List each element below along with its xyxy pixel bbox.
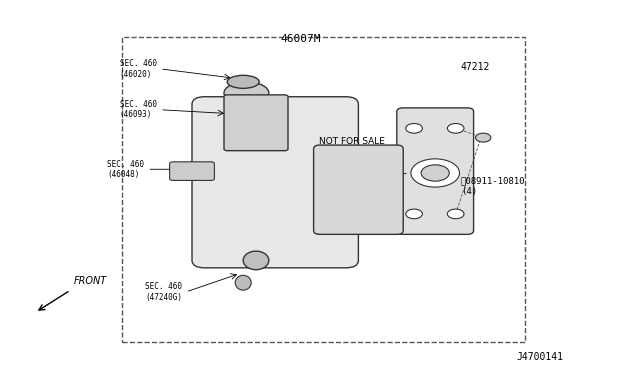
Text: FRONT: FRONT: [74, 276, 107, 286]
Circle shape: [421, 165, 449, 181]
Text: Ⓝ08911-10810
(4): Ⓝ08911-10810 (4): [461, 176, 525, 196]
Ellipse shape: [224, 82, 269, 104]
Circle shape: [406, 124, 422, 133]
Text: J4700141: J4700141: [516, 352, 563, 362]
Text: SEC. 460
(46048): SEC. 460 (46048): [107, 160, 144, 179]
Text: SEC. 460
(46093): SEC. 460 (46093): [120, 100, 157, 119]
Ellipse shape: [243, 251, 269, 270]
Circle shape: [476, 133, 491, 142]
Text: NOT FOR SALE: NOT FOR SALE: [319, 137, 385, 146]
Circle shape: [406, 209, 422, 219]
FancyBboxPatch shape: [314, 145, 403, 234]
Ellipse shape: [227, 75, 259, 89]
Circle shape: [447, 209, 464, 219]
Text: SEC. 460
(46020): SEC. 460 (46020): [120, 59, 157, 78]
FancyBboxPatch shape: [397, 108, 474, 234]
Circle shape: [447, 124, 464, 133]
Text: 47212: 47212: [461, 62, 490, 72]
Text: SEC. 460
(47240G): SEC. 460 (47240G): [145, 282, 182, 302]
Circle shape: [411, 159, 460, 187]
FancyBboxPatch shape: [170, 162, 214, 180]
Text: 46007M: 46007M: [280, 34, 321, 44]
FancyBboxPatch shape: [224, 95, 288, 151]
Ellipse shape: [236, 275, 252, 290]
FancyBboxPatch shape: [192, 97, 358, 268]
